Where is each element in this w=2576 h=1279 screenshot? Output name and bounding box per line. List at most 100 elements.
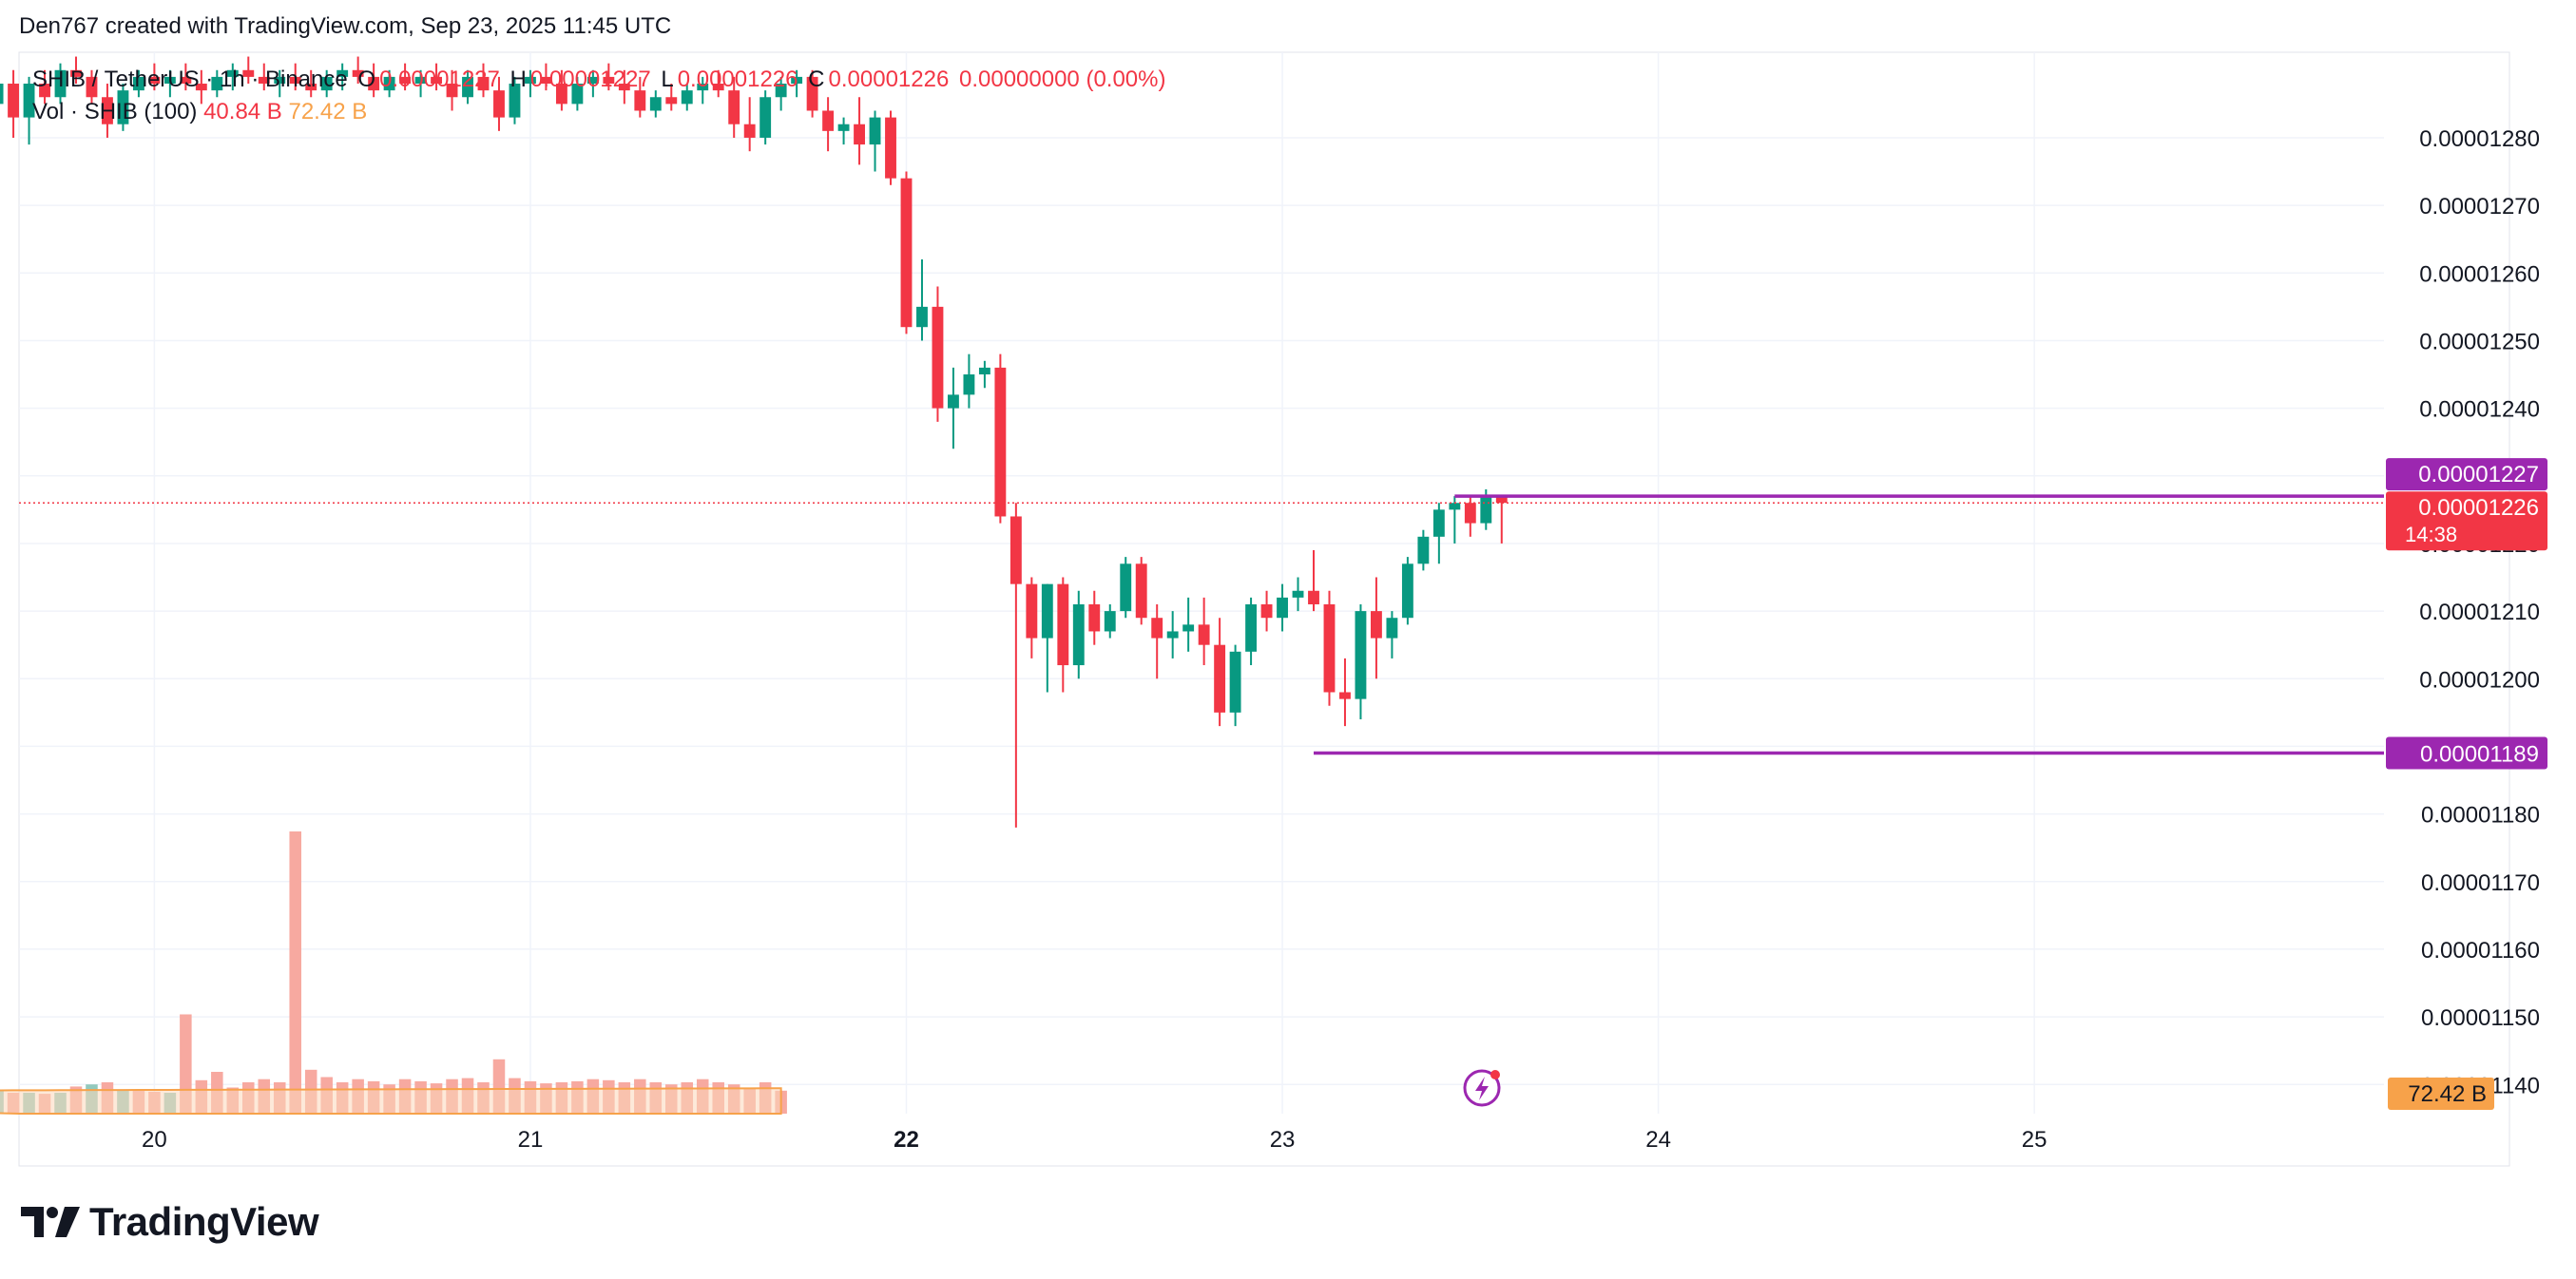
candle [320, 69, 333, 98]
candle [446, 69, 458, 111]
candle [885, 110, 896, 185]
candle-body [806, 76, 818, 111]
candle [148, 63, 161, 91]
candle-body [383, 76, 395, 91]
candle-body [869, 117, 881, 145]
candle-body [885, 117, 896, 179]
y-tick-label: 0.00001250 [2419, 329, 2540, 354]
candle [775, 76, 787, 111]
candle-body [697, 84, 709, 91]
last-price-label: 0.00001226 [2418, 495, 2539, 521]
candle-body [102, 97, 113, 124]
y-tick-label: 0.00001240 [2419, 397, 2540, 423]
candle [226, 63, 239, 91]
candle-body [743, 124, 756, 138]
candle-body [540, 76, 552, 85]
candle-body [86, 76, 98, 98]
y-tick-label: 0.00001160 [2421, 938, 2540, 964]
y-tick-label: 0.00001150 [2421, 1005, 2540, 1031]
candle [618, 69, 630, 105]
candle-body [274, 76, 286, 85]
candle [368, 63, 380, 98]
level-label-bg [2386, 736, 2547, 770]
candle [791, 69, 803, 98]
candle-body [618, 84, 630, 91]
y-axis: 0.000011400.000011500.000011600.00001170… [2419, 126, 2540, 1098]
candle [462, 69, 473, 105]
y-tick-label: 0.00001200 [2419, 667, 2540, 693]
low-label: L [661, 67, 674, 92]
credit-line: Den767 created with TradingView.com, Sep… [19, 13, 672, 39]
candle [70, 56, 82, 85]
candle-body [462, 76, 473, 98]
candle-body [525, 76, 536, 85]
candle [8, 69, 19, 138]
tradingview-logo[interactable]: TradingView [21, 1199, 319, 1245]
candle-body [39, 84, 50, 98]
candle-body [791, 76, 803, 85]
grid [19, 52, 2384, 1114]
candle [117, 84, 129, 131]
lightning-icon[interactable] [1463, 1069, 1501, 1107]
candle-body [1120, 563, 1132, 612]
candle [1432, 503, 1445, 564]
candle-body [555, 84, 567, 105]
candle-body [728, 90, 740, 124]
candle [932, 286, 944, 422]
candle [242, 56, 255, 85]
candle-body [822, 110, 835, 131]
y-tick-label: 0.00001270 [2419, 194, 2540, 220]
candles [0, 56, 1508, 828]
symbol-label[interactable]: SHIB / TetherUS · 1h · Binance [32, 67, 348, 92]
candle [383, 69, 395, 98]
candle [837, 117, 850, 145]
volume-bar [289, 831, 301, 1114]
x-tick-label: 20 [142, 1127, 167, 1153]
candle-body [1370, 611, 1382, 639]
candle-body [1198, 624, 1210, 645]
candle-body [681, 90, 693, 105]
candle-body [211, 76, 223, 91]
candle-body [649, 97, 662, 111]
candle [195, 69, 207, 105]
candle [1495, 496, 1508, 544]
candle [1417, 529, 1430, 571]
candle-body [352, 69, 364, 77]
candle [336, 63, 349, 91]
candle-body [1260, 603, 1273, 619]
candle-body [1245, 603, 1258, 652]
candle [102, 84, 113, 138]
candle-body [854, 124, 865, 145]
candle-body [289, 76, 301, 85]
x-tick-label: 22 [894, 1127, 919, 1153]
candle [869, 110, 881, 172]
volume-legend: Vol · SHIB (100) 40.84 B 72.42 B [32, 99, 367, 125]
candle [649, 90, 662, 118]
candle-body [258, 76, 270, 85]
last-price-label-bg [2386, 491, 2547, 551]
candle-body [948, 394, 959, 409]
candle-body [900, 178, 913, 328]
candle-body [54, 69, 67, 98]
volume-label[interactable]: Vol · SHIB (100) [32, 99, 198, 124]
candle [1198, 597, 1210, 666]
x-axis: 20 21 22 23 24 25 [142, 1127, 2047, 1153]
candle-body [963, 374, 975, 395]
candle-body [305, 84, 317, 91]
candle [1182, 597, 1195, 652]
candle-body [1009, 516, 1022, 584]
candle [712, 69, 724, 98]
candle-body [226, 69, 239, 77]
candle-body [414, 76, 427, 85]
candle-body [1214, 644, 1226, 713]
y-tick-label: 0.00001180 [2421, 803, 2540, 829]
level-label-low: 0.00001189 [2420, 742, 2539, 768]
candle [289, 63, 301, 91]
candle-body [1166, 631, 1179, 639]
candle [1214, 618, 1226, 727]
volume-ma-value: 72.42 B [288, 99, 368, 124]
candle-body [1339, 692, 1351, 699]
candle [1009, 503, 1022, 828]
